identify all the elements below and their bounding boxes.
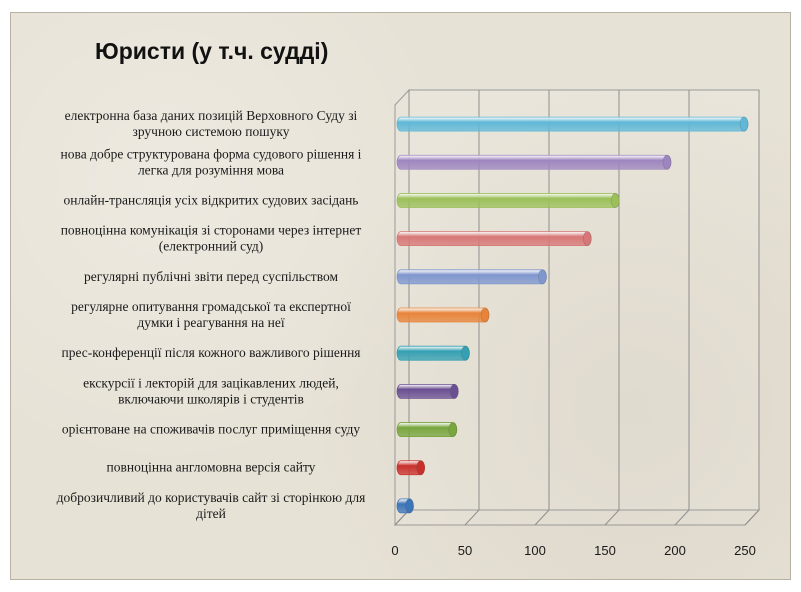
- gridline-floor: [744, 509, 760, 526]
- gridline-floor: [534, 509, 550, 526]
- bar-body: [396, 231, 592, 247]
- category-label: регулярне опитування громадської та експ…: [71, 299, 351, 314]
- bar-body: [396, 422, 458, 437]
- bar-body: [396, 193, 620, 208]
- category-label: (електронний суд): [159, 239, 264, 254]
- category-label: повноцінна англомовна версія сайту: [107, 460, 316, 475]
- tick-label: 100: [524, 543, 546, 558]
- gridline-floor: [604, 509, 620, 526]
- bar-cap: [448, 422, 458, 437]
- bar-cap: [449, 384, 459, 399]
- category-label: екскурсії і лекторій для зацікавлених лю…: [83, 375, 339, 390]
- category-label: зручною системою пошуку: [133, 124, 290, 139]
- category-label: дітей: [196, 506, 226, 521]
- bar-cap: [739, 116, 749, 132]
- gridline-floor: [674, 509, 690, 526]
- category-labels: електронна база даних позицій Верховного…: [57, 108, 366, 521]
- category-label: регулярні публічні звіти перед суспільст…: [84, 269, 339, 284]
- bar-chart: електронна база даних позицій Верховного…: [57, 38, 761, 558]
- category-label: прес-конференції після кожного важливого…: [61, 345, 360, 360]
- back-wall: [408, 89, 760, 511]
- bar-body: [396, 116, 749, 132]
- bars: [396, 116, 749, 514]
- bar-cap: [662, 154, 672, 170]
- category-label: електронна база даних позицій Верховного…: [65, 108, 358, 123]
- category-label: думки і реагування на неї: [137, 315, 284, 330]
- category-label: доброзичливий до користувачів сайт зі ст…: [57, 490, 366, 505]
- floor: [393, 509, 761, 526]
- tick-label: 150: [594, 543, 616, 558]
- bar-cap: [416, 460, 425, 476]
- category-label: онлайн-трансляція усіх відкритих судових…: [64, 192, 359, 207]
- bar: [396, 193, 620, 208]
- bar-body: [396, 154, 672, 170]
- tick-label: 0: [391, 543, 398, 558]
- gridline-floor: [464, 509, 480, 526]
- bar-body: [396, 269, 547, 285]
- category-label: нова добре структурована форма судового …: [61, 146, 362, 161]
- bar-cap: [461, 345, 470, 361]
- category-label: включаючи школярів і студентів: [118, 391, 304, 406]
- tick-label: 200: [664, 543, 686, 558]
- bar-body: [396, 345, 470, 361]
- bar-body: [396, 383, 459, 399]
- bar: [396, 269, 547, 285]
- bar-cap: [538, 269, 547, 285]
- bar: [396, 460, 425, 476]
- category-label: повноцінна комунікація зі сторонами чере…: [61, 223, 362, 238]
- bar: [396, 154, 672, 170]
- bar-cap: [405, 498, 414, 514]
- category-label: орієнтоване на споживачів послуг приміще…: [62, 422, 360, 437]
- bar: [396, 498, 414, 514]
- bar-body: [396, 307, 490, 323]
- bar: [396, 383, 459, 399]
- tick-labels: 0 50 100 150 200 250: [391, 543, 755, 558]
- bar: [396, 345, 470, 361]
- chart-frame: електронна база даних позицій Верховного…: [10, 12, 791, 580]
- bar: [396, 231, 592, 247]
- chart-title: Юристи (у т.ч. судді): [95, 38, 328, 64]
- tick-label: 250: [734, 543, 756, 558]
- bar-cap: [480, 307, 490, 323]
- bar: [396, 307, 490, 323]
- tick-label: 50: [458, 543, 472, 558]
- category-label: легка для розуміння мова: [138, 162, 284, 177]
- bar: [396, 116, 749, 132]
- bar-cap: [610, 193, 620, 208]
- bar: [396, 422, 458, 437]
- bar-cap: [582, 231, 592, 246]
